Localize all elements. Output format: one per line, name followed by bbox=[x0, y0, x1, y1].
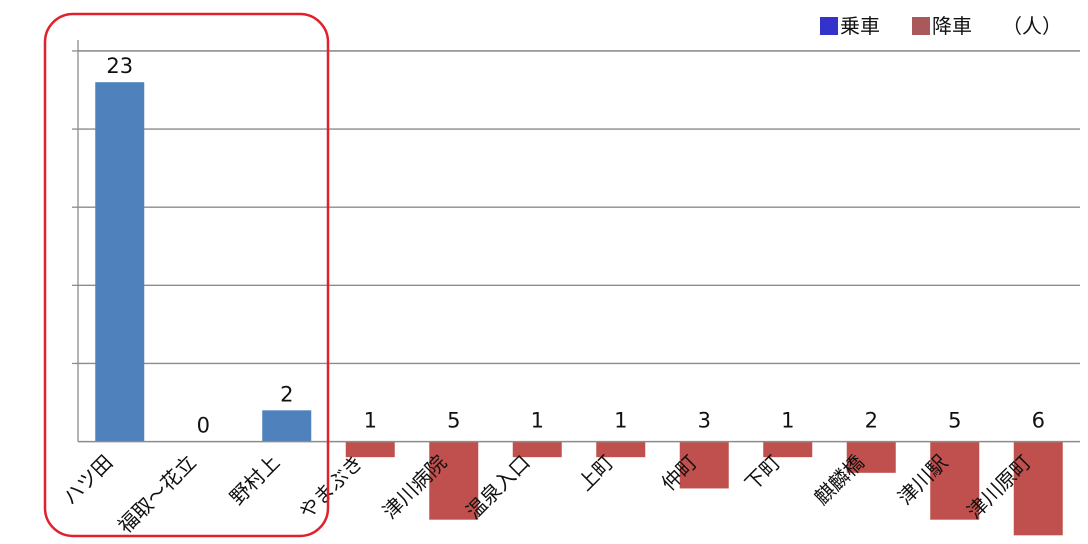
bar-alighting bbox=[679, 441, 729, 489]
gridlines bbox=[72, 40, 1080, 442]
category-label: ハツ田 bbox=[58, 450, 117, 509]
data-label: 5 bbox=[948, 409, 961, 433]
bar-alighting bbox=[345, 441, 395, 458]
legend-swatch-alighting bbox=[912, 17, 930, 35]
data-label: 1 bbox=[531, 409, 544, 433]
bar-boarding bbox=[95, 82, 145, 442]
data-label: 0 bbox=[197, 414, 210, 438]
data-label: 1 bbox=[781, 409, 794, 433]
category-label: 野村上 bbox=[225, 450, 284, 509]
bar-alighting bbox=[512, 441, 562, 458]
data-label: 6 bbox=[1032, 409, 1045, 433]
data-labels: 23 0 2 1 5 1 1 3 1 2 5 6 bbox=[106, 54, 1045, 437]
data-label: 3 bbox=[698, 409, 711, 433]
data-label: 1 bbox=[364, 409, 377, 433]
legend-swatch-boarding bbox=[820, 17, 838, 35]
unit-label: （人） bbox=[1002, 14, 1062, 38]
legend: 乗車 降車 （人） bbox=[820, 14, 1062, 38]
bars bbox=[95, 82, 1063, 536]
category-label: やまぶき bbox=[294, 450, 368, 524]
category-label: 麒麟橋 bbox=[809, 450, 868, 509]
data-label: 5 bbox=[447, 409, 460, 433]
bar-alighting bbox=[429, 441, 479, 520]
data-label: 2 bbox=[865, 409, 878, 433]
bar-alighting bbox=[846, 441, 896, 473]
data-label: 23 bbox=[106, 54, 133, 78]
bar-alighting bbox=[1013, 441, 1063, 536]
data-label: 2 bbox=[280, 382, 293, 406]
bar-alighting bbox=[763, 441, 813, 458]
bar-alighting bbox=[596, 441, 646, 458]
bar-alighting bbox=[930, 441, 980, 520]
data-label: 1 bbox=[614, 409, 627, 433]
legend-label-alighting: 降車 bbox=[932, 14, 972, 38]
highlight-outline bbox=[43, 12, 330, 538]
legend-label-boarding: 乗車 bbox=[840, 14, 880, 38]
bar-boarding bbox=[262, 410, 312, 442]
category-label: 福取～花立 bbox=[113, 450, 201, 538]
